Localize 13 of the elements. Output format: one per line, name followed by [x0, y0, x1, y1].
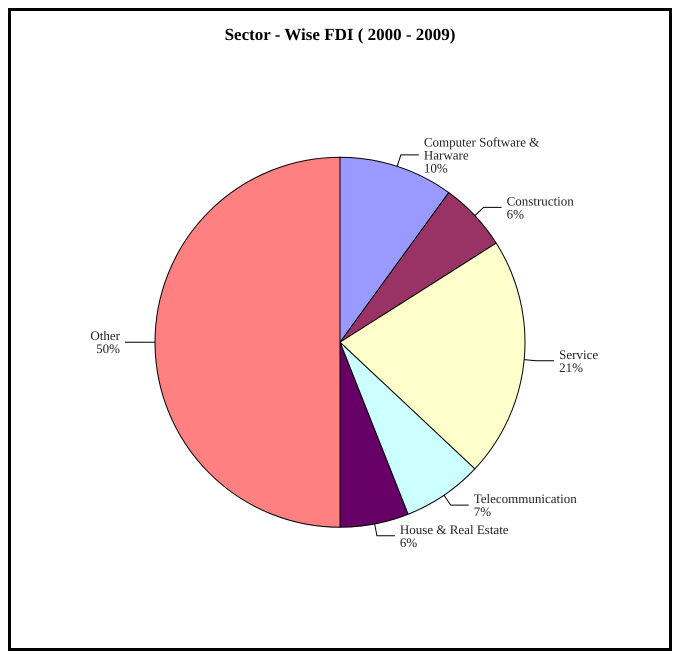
data-label: 6% [400, 534, 418, 550]
data-label: 10% [424, 160, 448, 176]
data-label: 6% [506, 206, 524, 222]
slice-label: Other [90, 328, 121, 344]
data-label: 50% [96, 341, 120, 356]
slice-label: Telecommunication [474, 491, 578, 506]
slice-label: Computer Software & Harware [424, 134, 543, 162]
slice-label: House & Real Estate [400, 522, 509, 537]
slice-label: Service [559, 346, 598, 362]
data-label: 21% [559, 360, 584, 375]
data-label: 7% [474, 504, 492, 520]
chart-title: Sector - Wise FDI ( 2000 - 2009) [224, 25, 456, 44]
slice-label: Construction [506, 193, 574, 208]
